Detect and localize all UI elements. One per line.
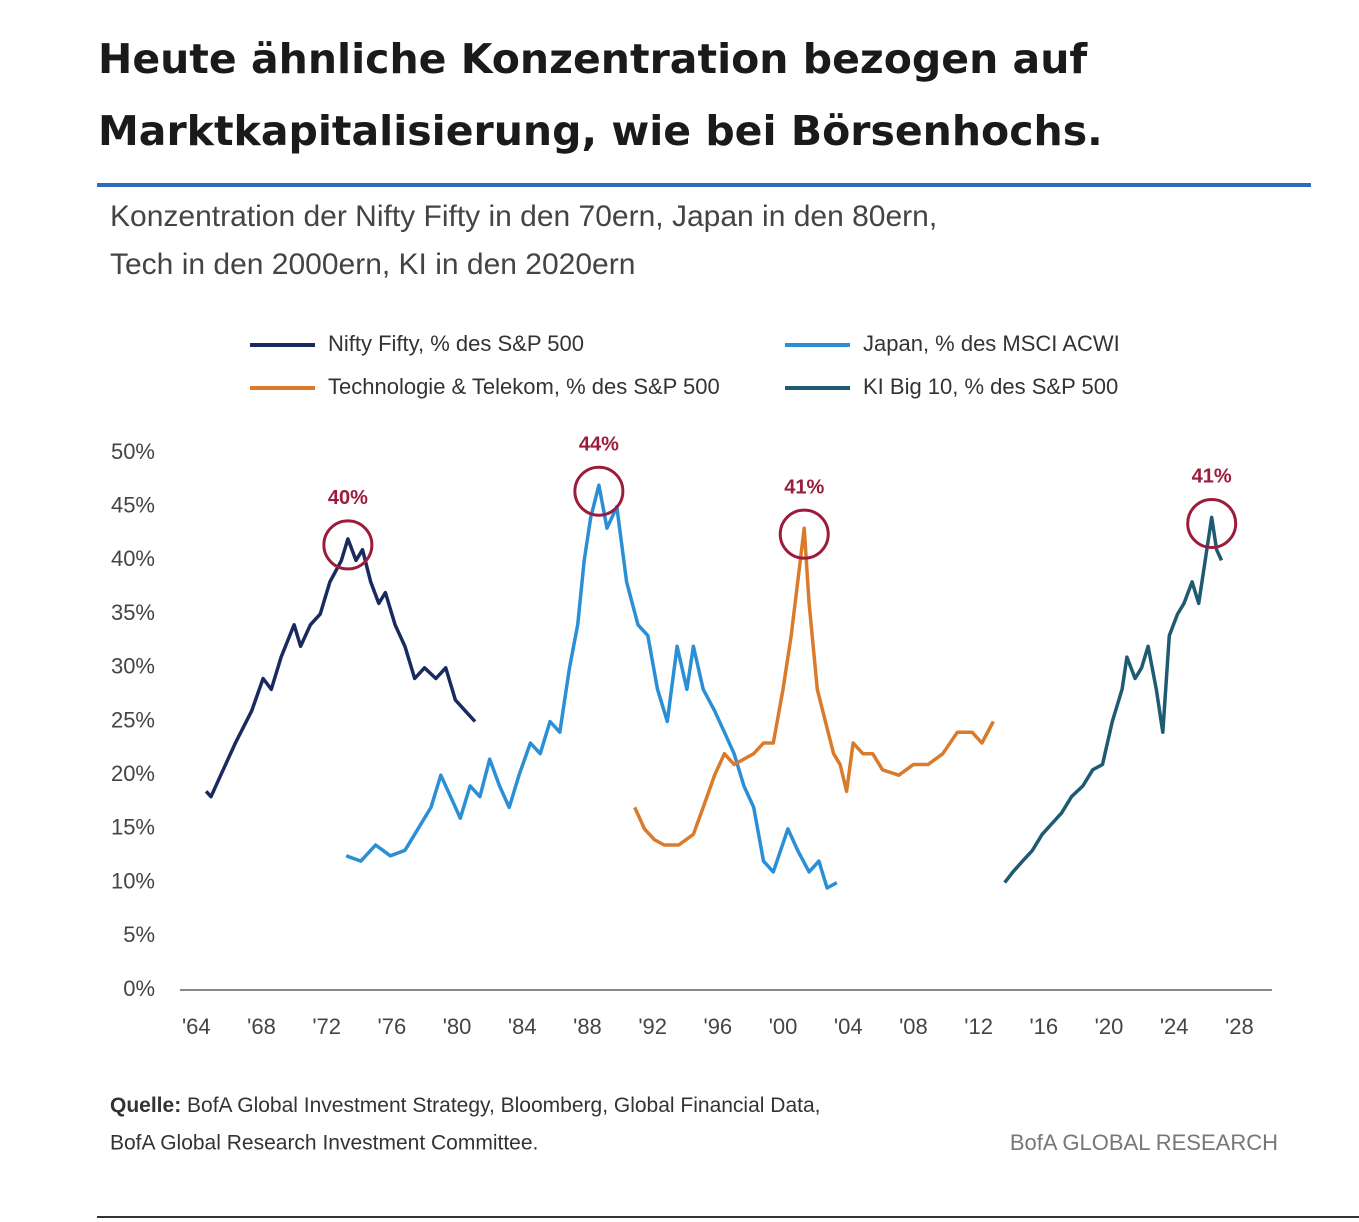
legend-label: Technologie & Telekom, % des S&P 500 — [328, 374, 720, 399]
source-text: BofA Global Research Investment Committe… — [110, 1132, 538, 1155]
x-tick-label: '84 — [508, 1014, 537, 1039]
source-label: Quelle: — [110, 1094, 181, 1117]
y-tick-label: 40% — [111, 546, 155, 571]
peak-label: 41% — [1192, 466, 1232, 488]
x-tick-label: '68 — [247, 1014, 276, 1039]
legend-label: KI Big 10, % des S&P 500 — [863, 374, 1118, 399]
x-tick-label: '80 — [443, 1014, 472, 1039]
y-tick-label: 20% — [111, 761, 155, 786]
header-title: Marktkapitalisierung, wie bei Börsenhoch… — [98, 107, 1103, 155]
series-line — [345, 483, 838, 890]
x-tick-label: '24 — [1160, 1014, 1189, 1039]
y-tick-label: 10% — [111, 868, 155, 893]
y-tick-label: 50% — [111, 439, 155, 464]
peak-label: 44% — [579, 434, 619, 456]
x-tick-label: '64 — [182, 1014, 211, 1039]
x-tick-label: '08 — [899, 1014, 928, 1039]
y-tick-label: 35% — [111, 600, 155, 625]
series-line — [633, 526, 995, 847]
x-tick-label: '20 — [1095, 1014, 1124, 1039]
x-tick-label: '92 — [638, 1014, 667, 1039]
peak-circle — [573, 465, 625, 517]
legend-label: Nifty Fifty, % des S&P 500 — [328, 331, 584, 356]
peak-circle — [322, 519, 374, 571]
peak-circle — [778, 508, 830, 560]
series-line — [204, 537, 477, 799]
series-line — [1003, 515, 1224, 884]
y-tick-label: 5% — [123, 922, 155, 947]
x-tick-label: '28 — [1225, 1014, 1254, 1039]
x-tick-label: '88 — [573, 1014, 602, 1039]
peak-label: 41% — [784, 476, 824, 498]
brand: BofA GLOBAL RESEARCH — [1010, 1130, 1278, 1155]
x-tick-label: '04 — [834, 1014, 863, 1039]
x-tick-label: '72 — [312, 1014, 341, 1039]
x-tick-label: '12 — [964, 1014, 993, 1039]
legend-label: Japan, % des MSCI ACWI — [863, 331, 1120, 356]
y-tick-label: 45% — [111, 493, 155, 518]
header-title: Heute ähnliche Konzentration bezogen auf — [98, 35, 1088, 83]
y-tick-label: 25% — [111, 707, 155, 732]
x-tick-label: '76 — [378, 1014, 407, 1039]
y-tick-label: 0% — [123, 976, 155, 1001]
source: Quelle: BofA Global Investment Strategy,… — [110, 1094, 820, 1117]
x-tick-label: '96 — [704, 1014, 733, 1039]
peak-circle — [1186, 497, 1238, 549]
x-tick-label: '16 — [1029, 1014, 1058, 1039]
chart-title: Tech in den 2000ern, KI in den 2020ern — [110, 248, 635, 281]
source-text: BofA Global Investment Strategy, Bloombe… — [187, 1094, 820, 1117]
chart-title: Konzentration der Nifty Fifty in den 70e… — [110, 200, 937, 233]
x-tick-label: '00 — [769, 1014, 798, 1039]
y-tick-label: 15% — [111, 815, 155, 840]
y-tick-label: 30% — [111, 654, 155, 679]
peak-label: 40% — [328, 487, 368, 509]
